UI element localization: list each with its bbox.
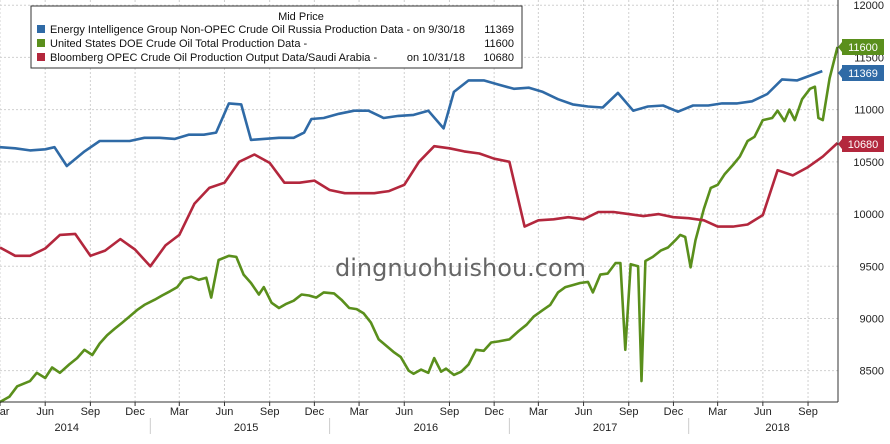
x-tick-label: Dec xyxy=(664,406,684,418)
badge-value: 10680 xyxy=(848,139,879,151)
legend-swatch xyxy=(37,25,45,33)
year-label: 2018 xyxy=(765,422,789,434)
last-value-badge: 11369 xyxy=(838,65,884,81)
badge-box xyxy=(842,39,884,55)
x-tick-label: Mar xyxy=(708,406,727,418)
legend-swatch xyxy=(37,53,45,61)
x-tick-label: Dec xyxy=(305,406,325,418)
x-tick-label: Dec xyxy=(125,406,145,418)
x-tick-label: Jun xyxy=(36,406,54,418)
x-tick-label: Sep xyxy=(81,406,101,418)
badge-value: 11600 xyxy=(848,42,878,54)
y-tick-label: 10500 xyxy=(853,157,884,169)
badge-value: 11369 xyxy=(848,68,878,80)
x-tick-label: Sep xyxy=(260,406,280,418)
x-tick-label: Sep xyxy=(798,406,818,418)
chart-title: Mid Price xyxy=(278,11,324,23)
x-tick-label: Mar xyxy=(350,406,369,418)
axes: 8500 9000 9500 10000 10500 11000 11500 12000 Mar… xyxy=(0,0,884,434)
y-tick-label: 8500 xyxy=(860,366,884,378)
legend-series-name: United States DOE Crude Oil Total Produc… xyxy=(50,38,308,50)
legend-rows: Energy Intelligence Group Non-OPEC Crude… xyxy=(37,24,514,64)
x-tick-label: Jun xyxy=(575,406,593,418)
year-label: 2016 xyxy=(414,422,438,434)
badge-box xyxy=(842,136,884,152)
watermark-text: dingnuohuishou.com xyxy=(335,254,586,282)
badge-pointer xyxy=(838,68,842,78)
y-tick-label: 11000 xyxy=(854,105,884,117)
legend-series-name: Energy Intelligence Group Non-OPEC Crude… xyxy=(50,24,410,36)
gridlines xyxy=(0,0,838,402)
legend: Mid Price Energy Intelligence Group Non-… xyxy=(30,5,523,69)
legend-series-name: Bloomberg OPEC Crude Oil Production Outp… xyxy=(50,52,377,64)
series-line xyxy=(0,142,839,268)
badge-pointer xyxy=(838,139,842,149)
x-tick-label: Sep xyxy=(619,406,639,418)
x-tick-label: Jun xyxy=(754,406,772,418)
legend-last-value: 11369 xyxy=(484,24,514,36)
legend-last-value: 11600 xyxy=(484,38,514,50)
y-tick-label: 10000 xyxy=(853,209,884,221)
series-lines xyxy=(0,46,839,404)
legend-last-date: on 9/30/18 xyxy=(413,24,465,36)
year-label: 2014 xyxy=(55,422,79,434)
badge-box xyxy=(842,65,884,81)
series-line xyxy=(0,46,839,404)
x-tick-label: Sep xyxy=(440,406,460,418)
y-tick-label: 9500 xyxy=(860,261,884,273)
year-label: 2015 xyxy=(234,422,258,434)
year-label: 2017 xyxy=(593,422,617,434)
series-line xyxy=(0,69,823,168)
x-tick-label: Mar xyxy=(0,406,10,418)
y-tick-label: 9000 xyxy=(860,313,884,325)
badge-pointer xyxy=(838,42,842,52)
y-tick-label: 12000 xyxy=(853,0,884,12)
last-value-badge: 11600 xyxy=(838,39,884,55)
x-tick-label: Jun xyxy=(395,406,413,418)
x-tick-label: Mar xyxy=(170,406,189,418)
legend-box xyxy=(30,5,523,69)
legend-swatch xyxy=(37,39,45,47)
last-value-badges: 11600 11369 10680 xyxy=(838,39,884,152)
legend-last-date: on 10/31/18 xyxy=(407,52,465,64)
x-tick-label: Mar xyxy=(529,406,548,418)
last-value-badge: 10680 xyxy=(838,136,884,152)
y-tick-label: 11500 xyxy=(854,52,884,64)
legend-last-value: 10680 xyxy=(483,52,514,64)
x-tick-label: Dec xyxy=(484,406,504,418)
x-tick-label: Jun xyxy=(216,406,234,418)
